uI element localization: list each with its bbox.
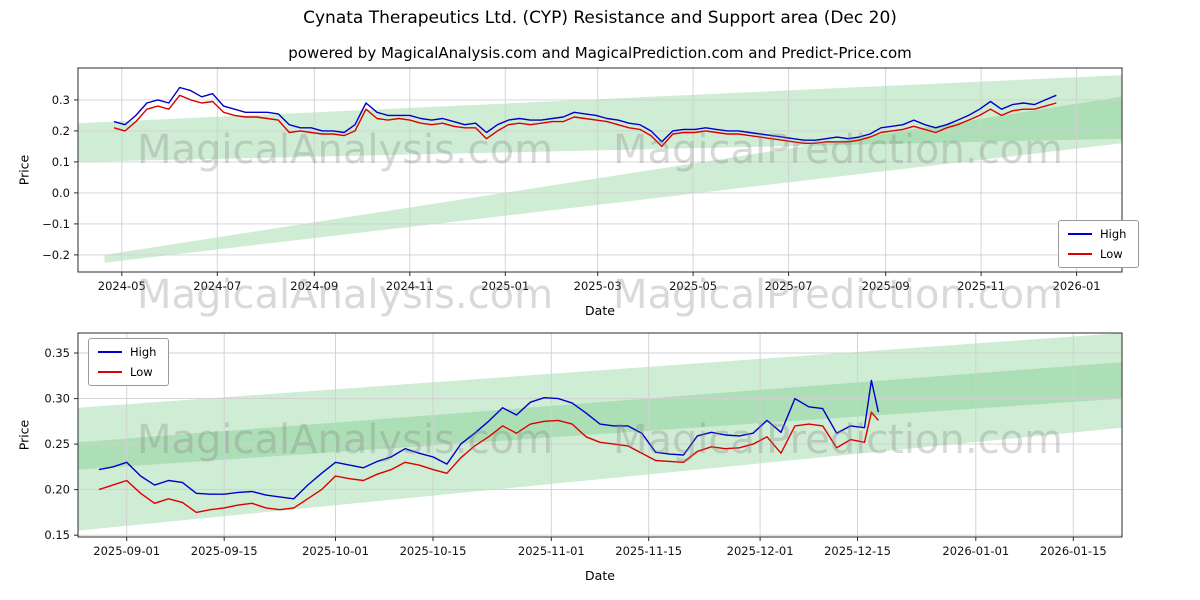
chart-svg: 2025-09-01 2025-09-15 2025-10-01 2025-10-15… — [44, 332, 1123, 558]
recent-chart-legend: High Low — [88, 338, 170, 386]
overview-chart-ylabel: Price — [16, 154, 32, 186]
y-tick-label: −0.1 — [42, 217, 70, 231]
x-tick-label: 2024-09 — [290, 279, 338, 293]
x-tick-label: 2025-09-15 — [191, 544, 258, 558]
y-tick-label: 0.20 — [44, 483, 70, 497]
legend-high-sample-line — [1068, 233, 1092, 235]
y-tick-label: 0.1 — [52, 155, 70, 169]
x-tick-label: 2024-07 — [193, 279, 241, 293]
x-tick-label: 2026-01-01 — [942, 544, 1009, 558]
legend-low-sample-line — [98, 371, 122, 373]
x-tick-label: 2025-07 — [765, 279, 813, 293]
x-tick-label: 2025-12-01 — [727, 544, 794, 558]
y-tick-label: 0.25 — [44, 437, 70, 451]
legend-item-high: High — [1068, 227, 1126, 241]
x-tick-label: 2025-09 — [862, 279, 910, 293]
y-tick-label: 0.3 — [52, 93, 70, 107]
y-tick-label: 0.30 — [44, 392, 70, 406]
x-tick-label: 2025-12-15 — [824, 544, 891, 558]
x-tick-label: 2025-01 — [481, 279, 529, 293]
recent-chart-xlabel: Date — [585, 568, 615, 583]
recent-chart-plot: 2025-09-01 2025-09-15 2025-10-01 2025-10-15… — [44, 332, 1123, 558]
y-tick-label: 0.15 — [44, 528, 70, 542]
x-tick-label: 2025-11 — [957, 279, 1005, 293]
x-tick-label: 2025-10-15 — [400, 544, 467, 558]
recent-chart-ylabel: Price — [16, 419, 32, 451]
y-tick-label: 0.2 — [52, 124, 70, 138]
x-tick-label: 2026-01-15 — [1040, 544, 1107, 558]
support-resistance-band — [78, 333, 1122, 470]
figure-subtitle: powered by MagicalAnalysis.com and Magic… — [288, 44, 912, 62]
figure-title: Cynata Therapeutics Ltd. (CYP) Resistanc… — [303, 8, 897, 28]
y-tick-label: 0.0 — [52, 186, 70, 200]
support-resistance-band — [78, 362, 1122, 531]
legend-low-sample-line — [1068, 253, 1092, 255]
x-tick-label: 2025-03 — [574, 279, 622, 293]
axes-border — [77, 67, 1123, 273]
x-tick-label: 2025-05 — [669, 279, 717, 293]
x-tick-label: 2026-01 — [1053, 279, 1101, 293]
x-tick-label: 2024-11 — [386, 279, 434, 293]
legend-item-low: Low — [1068, 247, 1126, 261]
legend-low-label: Low — [1100, 247, 1123, 261]
chart-svg: 2024-05 2024-07 2024-09 2024-11 2025-01 2025-… — [42, 67, 1123, 293]
x-tick-label: 2025-11-01 — [518, 544, 585, 558]
legend-item-low: Low — [98, 365, 156, 379]
x-tick-label: 2025-09-01 — [93, 544, 160, 558]
y-tick-label: 0.35 — [44, 346, 70, 360]
x-tick-label: 2024-05 — [98, 279, 146, 293]
overview-chart-xlabel: Date — [585, 303, 615, 318]
x-tick-label: 2025-11-15 — [615, 544, 682, 558]
legend-high-label: High — [130, 345, 157, 359]
high-line — [98, 379, 880, 500]
overview-chart-legend: High Low — [1058, 220, 1140, 268]
legend-item-high: High — [98, 345, 156, 359]
legend-high-sample-line — [98, 351, 122, 353]
low-line — [113, 94, 1057, 148]
low-line — [98, 411, 879, 514]
legend-low-label: Low — [130, 365, 153, 379]
y-tick-label: −0.2 — [42, 248, 70, 262]
x-tick-label: 2025-10-01 — [302, 544, 369, 558]
legend-high-label: High — [1100, 227, 1127, 241]
high-line — [113, 86, 1057, 143]
overview-chart-plot: 2024-05 2024-07 2024-09 2024-11 2025-01 2025-… — [42, 67, 1123, 293]
axes-border — [77, 332, 1123, 538]
